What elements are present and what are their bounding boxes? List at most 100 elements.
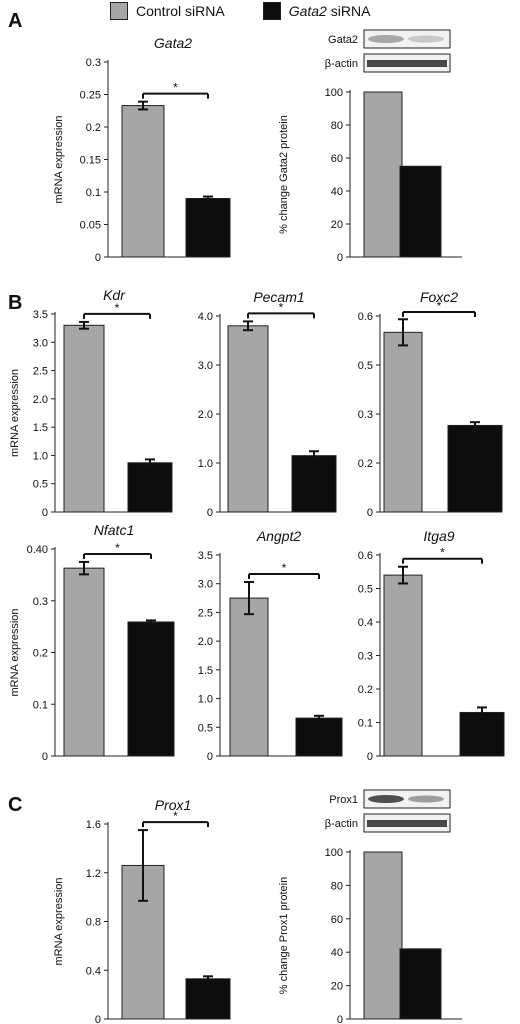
y-tick-label: 0 [42, 507, 48, 519]
y-tick-label: 0.3 [358, 651, 373, 663]
blot-label: Prox1 [329, 794, 358, 806]
y-tick-label: 1.0 [33, 450, 48, 462]
bar-control [229, 597, 269, 757]
y-tick-label: 0.4 [86, 965, 101, 977]
panel-letter-a: A [8, 10, 23, 32]
y-tick-label: 0.25 [80, 90, 101, 102]
y-tick-label: 0 [337, 1014, 343, 1024]
chart-4: 0 1.0 2.0 3.0 4.0 Pecam1* [198, 289, 337, 519]
bar-knockdown [127, 462, 173, 513]
chart-title: Foxc2 [420, 289, 458, 305]
chart-6: 0 0.1 0.2 0.3 0.40 Nfatc1 mRNA expression * [9, 522, 175, 763]
chart-title: Prox1 [155, 797, 192, 813]
y-tick-label: 60 [331, 914, 343, 926]
significance-star: * [173, 81, 178, 95]
blot-band-control [368, 35, 404, 43]
panel-letter-b: B [8, 292, 23, 314]
y-tick-label: 0.2 [358, 458, 373, 470]
y-tick-label: 3.0 [33, 337, 48, 349]
bar-knockdown [399, 948, 442, 1020]
chart-title: Pecam1 [253, 289, 304, 305]
y-axis-label: mRNA expression [53, 877, 65, 965]
blot-band-knockdown [408, 795, 444, 803]
bar-control [363, 91, 403, 258]
bar-knockdown [185, 978, 231, 1020]
y-tick-label: 0.6 [358, 311, 373, 323]
y-tick-label: 0.05 [80, 220, 101, 232]
y-tick-label: 1.6 [86, 819, 101, 831]
y-tick-label: 40 [331, 186, 343, 198]
y-tick-label: 1.2 [86, 868, 101, 880]
legend: Control siRNA Gata2 siRNA [110, 2, 408, 20]
chart-7: 0 0.5 1.0 1.5 2.0 2.5 3.0 3.5 Angpt2 * [198, 528, 343, 763]
bar-knockdown [291, 455, 337, 513]
y-tick-label: 3.5 [33, 309, 48, 321]
y-tick-label: 0.2 [86, 122, 101, 134]
y-tick-label: 1.0 [198, 694, 213, 706]
y-tick-label: 0.3 [358, 409, 373, 421]
y-tick-label: 2.5 [33, 366, 48, 378]
blot-band-actin [367, 820, 447, 827]
chart-3: 0 0.5 1.0 1.5 2.0 2.5 3.0 3.5 Kdr mRNA expression… [9, 287, 173, 519]
y-tick-label: 80 [331, 120, 343, 132]
blot-label: Gata2 [328, 34, 358, 46]
y-tick-label: 0.1 [86, 187, 101, 199]
western-blot-1: Gata2 β-actin [325, 29, 451, 73]
bar-control [363, 851, 403, 1020]
y-tick-label: 0.2 [358, 684, 373, 696]
y-tick-label: 0.3 [33, 596, 48, 608]
blot-label: β-actin [325, 58, 358, 70]
y-tick-label: 2.0 [198, 636, 213, 648]
y-tick-label: 0.5 [358, 584, 373, 596]
y-tick-label: 2.0 [198, 409, 213, 421]
y-tick-label: 2.5 [198, 607, 213, 619]
blot-strip [363, 29, 451, 49]
blot-strip [363, 789, 451, 809]
chart-title: Kdr [103, 287, 126, 303]
y-tick-label: 0 [95, 1014, 101, 1024]
y-tick-label: 0 [337, 252, 343, 264]
western-blot-2: Prox1 β-actin [325, 789, 451, 833]
bar-knockdown [295, 717, 343, 757]
bar-control [121, 105, 165, 258]
y-tick-label: 80 [331, 880, 343, 892]
significance-star: * [437, 299, 442, 313]
bar-knockdown [185, 198, 231, 258]
significance-star: * [173, 809, 178, 823]
y-tick-label: 20 [331, 981, 343, 993]
y-tick-label: 0 [95, 252, 101, 264]
y-tick-label: 0.1 [33, 699, 48, 711]
bar-control [63, 567, 105, 757]
knockdown-swatch [262, 2, 281, 20]
chart-title: Angpt2 [256, 528, 302, 544]
y-tick-label: 100 [325, 847, 343, 859]
chart-title: Gata2 [154, 35, 192, 51]
y-tick-label: 0.40 [27, 544, 48, 556]
y-tick-label: 3.0 [198, 579, 213, 591]
y-tick-label: 0.3 [86, 57, 101, 69]
significance-star: * [282, 561, 287, 575]
legend-label-control: Control siRNA [136, 3, 225, 19]
y-tick-label: 0 [207, 507, 213, 519]
legend-item-knockdown: Gata2 siRNA [262, 2, 371, 20]
y-tick-label: 0.6 [358, 550, 373, 562]
control-swatch [110, 2, 128, 20]
y-axis-label: mRNA expression [9, 608, 21, 696]
blot-band-knockdown [408, 35, 444, 43]
y-tick-label: 0 [367, 507, 373, 519]
y-tick-label: 0.5 [33, 479, 48, 491]
y-tick-label: 100 [325, 87, 343, 99]
y-tick-label: 1.5 [33, 422, 48, 434]
y-axis-label: % change Gata2 protein [278, 115, 290, 234]
bar-knockdown [447, 424, 503, 513]
bar-control [227, 325, 269, 513]
legend-knockdown-gene: Gata2 [288, 3, 327, 19]
y-tick-label: 0.1 [358, 718, 373, 730]
y-tick-label: 1.5 [198, 665, 213, 677]
legend-label-knockdown: Gata2 siRNA [289, 3, 371, 19]
y-tick-label: 2.0 [33, 394, 48, 406]
y-tick-label: 1.0 [198, 458, 213, 470]
y-tick-label: 20 [331, 219, 343, 231]
chart-title: Nfatc1 [94, 522, 134, 538]
